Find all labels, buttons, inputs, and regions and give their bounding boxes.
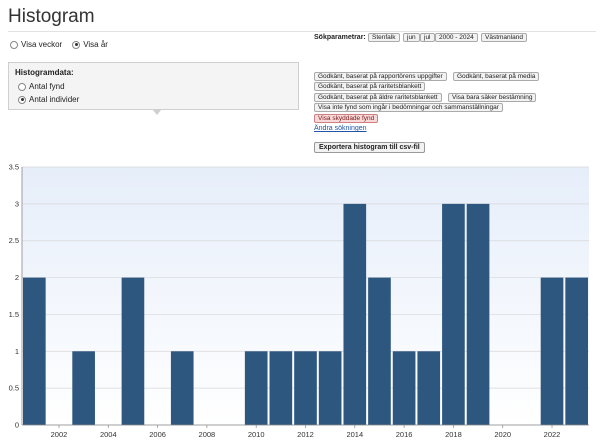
x-tick-label: 2018 — [445, 430, 462, 439]
view-years-option[interactable]: Visa år — [72, 40, 108, 49]
param-chip-species[interactable]: Stenfalk — [368, 33, 400, 42]
count-individuals-option[interactable]: Antal individer — [18, 95, 79, 104]
histogram-data-title: Histogramdata: — [15, 68, 74, 77]
histogram-bar — [72, 351, 95, 425]
search-params-label: Sökparametrar: — [314, 34, 366, 41]
x-tick-label: 2004 — [100, 430, 117, 439]
count-individuals-label: Antal individer — [29, 95, 80, 104]
param-chip-month-jul[interactable]: jul — [420, 33, 435, 42]
histogram-chart: 0 0.5 1 1.5 2 2.5 3 3.5 2002 2004 2006 2008 2010 201… — [9, 163, 589, 439]
param-chip-month-jun[interactable]: jun — [403, 33, 420, 42]
x-tick-label: 2008 — [199, 430, 216, 439]
x-tick-label: 2014 — [346, 430, 363, 439]
count-individuals-radio[interactable] — [18, 95, 26, 104]
histogram-bar — [565, 277, 588, 425]
histogram-bar — [417, 351, 441, 425]
x-tick-label: 2006 — [149, 430, 166, 439]
histogram-bar — [23, 277, 46, 425]
view-years-label: Visa år — [83, 40, 108, 49]
histogram-bar — [540, 277, 564, 425]
x-tick-label: 2022 — [544, 430, 561, 439]
panel-pointer-arrow — [153, 110, 161, 115]
view-weeks-label: Visa veckor — [21, 40, 63, 49]
page-title: Histogram — [8, 6, 95, 27]
histogram-bar — [318, 351, 342, 425]
histogram-bar — [368, 277, 391, 425]
y-tick-label: 0 — [15, 421, 19, 430]
view-weeks-radio[interactable] — [10, 40, 18, 49]
histogram-data-panel: Histogramdata: Antal fynd Antal individe… — [8, 62, 299, 110]
param-chip-certain-only[interactable]: Visa bara säker bestämning — [448, 93, 537, 102]
x-tick-label: 2020 — [494, 430, 511, 439]
count-findings-radio[interactable] — [18, 82, 26, 91]
histogram-bar — [170, 351, 194, 425]
y-tick-label: 3 — [15, 199, 19, 208]
count-findings-label: Antal fynd — [29, 82, 65, 91]
histogram-bar — [392, 351, 416, 425]
param-chip-approved-old-rarity[interactable]: Godkänt, baserat på äldre raritetsblanke… — [314, 93, 442, 102]
histogram-bar — [121, 277, 145, 425]
export-csv-button[interactable]: Exportera histogram till csv-fil — [314, 142, 425, 153]
view-weeks-option[interactable]: Visa veckor — [10, 40, 62, 49]
param-chip-approved-rarity[interactable]: Godkänt, baserat på raritetsblankett — [314, 82, 426, 91]
param-chip-exclude-compilations[interactable]: Visa inte fynd som ingår i bedömningar o… — [314, 103, 503, 112]
histogram-bar — [269, 351, 293, 425]
y-tick-label: 1 — [15, 347, 19, 356]
histogram-bar — [294, 351, 317, 425]
param-chip-protected-findings[interactable]: Visa skyddade fynd — [314, 114, 379, 123]
x-tick-label: 2012 — [297, 430, 314, 439]
x-tick-label: 2010 — [248, 430, 265, 439]
y-tick-label: 2 — [15, 273, 19, 282]
y-tick-label: 1.5 — [9, 310, 19, 319]
param-chip-approved-reporter[interactable]: Godkänt, baserat på rapportörens uppgift… — [314, 72, 447, 81]
x-tick-label: 2002 — [51, 430, 68, 439]
histogram-bar — [466, 203, 490, 425]
param-chip-region[interactable]: Västmanland — [481, 33, 527, 42]
y-tick-label: 0.5 — [9, 384, 19, 393]
change-search-link[interactable]: Ändra sökningen — [314, 125, 367, 132]
view-years-radio[interactable] — [72, 40, 81, 49]
y-tick-label: 2.5 — [9, 236, 19, 245]
view-mode-options: Visa veckor Visa år — [10, 40, 114, 49]
count-findings-option[interactable]: Antal fynd — [18, 82, 65, 91]
title-divider — [8, 31, 596, 32]
param-chip-years[interactable]: 2000 - 2024 — [435, 33, 478, 42]
histogram-bar — [343, 203, 367, 425]
x-tick-label: 2016 — [396, 430, 413, 439]
param-chip-approved-media[interactable]: Godkänt, baserat på media — [453, 72, 540, 81]
y-tick-label: 3.5 — [9, 163, 19, 172]
histogram-bar — [442, 203, 465, 425]
histogram-bar — [244, 351, 268, 425]
